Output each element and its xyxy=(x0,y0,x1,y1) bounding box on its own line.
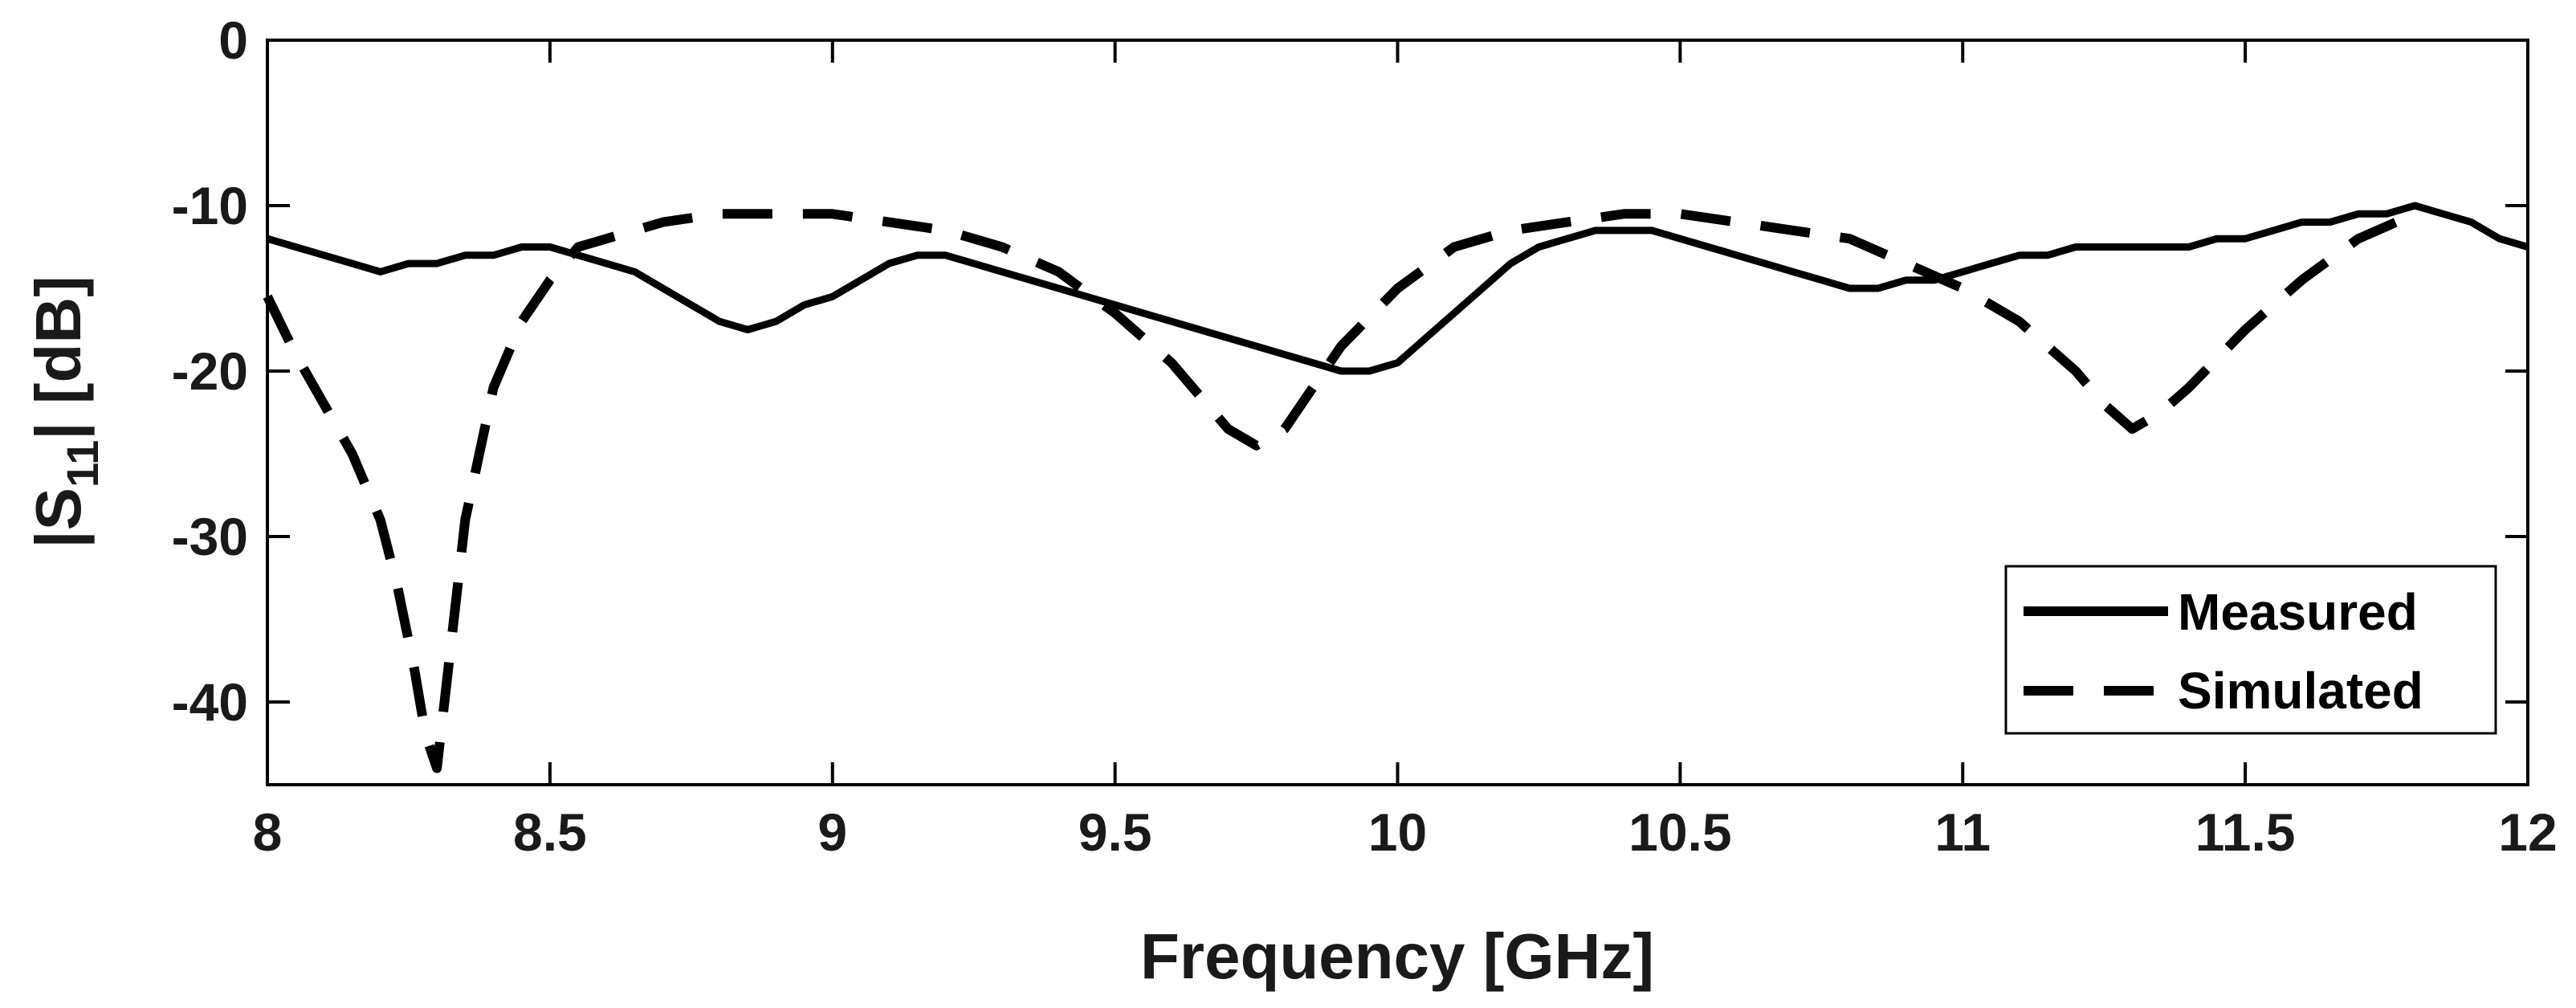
y-axis-title-prefix: |S xyxy=(22,488,95,549)
x-tick-label-1: 8.5 xyxy=(513,802,587,862)
legend-label-measured: Measured xyxy=(2178,583,2418,641)
y-tick-label-3: -30 xyxy=(172,507,248,566)
series-line-simulated xyxy=(263,209,2417,773)
x-tick-label-8: 12 xyxy=(2498,802,2557,862)
x-tick-label-4: 10 xyxy=(1368,802,1427,862)
y-axis-title-suffix: | [dB] xyxy=(22,275,95,440)
y-axis-title-subscript: 11 xyxy=(57,440,108,488)
x-tick-label-3: 9.5 xyxy=(1078,802,1152,862)
y-tick-label-4: -40 xyxy=(172,672,248,732)
x-tick-label-2: 9 xyxy=(817,802,847,862)
x-axis-title: Frequency [GHz] xyxy=(1140,920,1654,992)
x-tick-label-7: 11.5 xyxy=(2195,802,2296,862)
legend-box xyxy=(2004,565,2497,735)
legend: Measured Simulated xyxy=(2004,565,2497,735)
tick-marks xyxy=(266,39,2529,785)
y-axis-title: |S11| [dB] xyxy=(22,275,108,548)
x-tick-labels: 8 8.5 9 9.5 10 10.5 11 11.5 12 xyxy=(253,802,2558,862)
legend-label-simulated: Simulated xyxy=(2178,662,2423,720)
series-lines xyxy=(263,202,2529,773)
y-tick-label-1: -10 xyxy=(172,176,248,235)
series-line-measured xyxy=(266,202,2529,375)
y-tick-labels: 0 -10 -20 -30 -40 xyxy=(172,10,248,732)
x-tick-label-0: 8 xyxy=(253,802,283,862)
y-tick-label-0: 0 xyxy=(218,10,248,70)
x-tick-label-6: 11 xyxy=(1934,802,1991,862)
y-tick-label-2: -20 xyxy=(172,341,248,401)
x-tick-label-5: 10.5 xyxy=(1628,802,1731,862)
